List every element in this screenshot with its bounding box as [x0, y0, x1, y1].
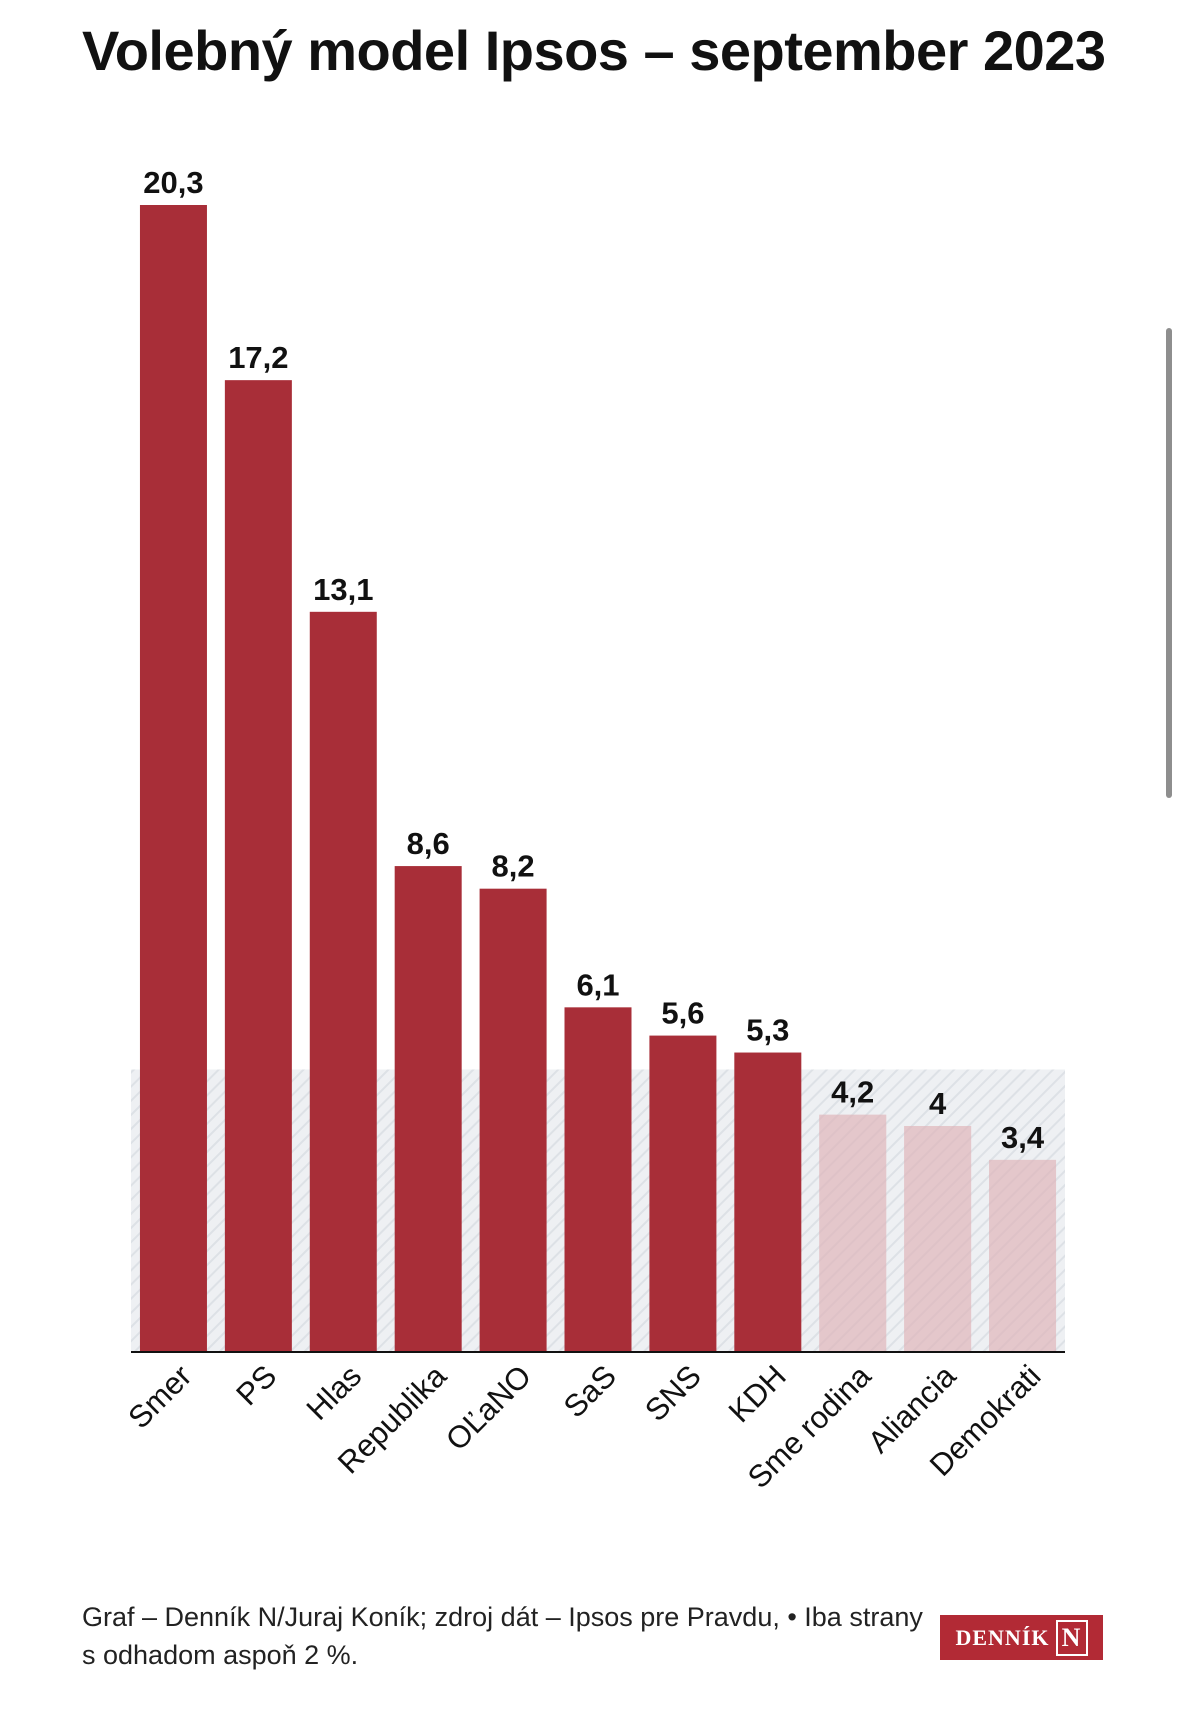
bar-hatch [989, 1159, 1057, 1352]
bar-chart: 20,3 17,2 13,1 8,6 8,2 6,1 5,6 5,3 4,2 4 3,4 Smer P… [121, 165, 1065, 1495]
bar-oľano [479, 888, 547, 1352]
bar-smer [139, 205, 207, 1352]
value-label: 3,4 [1001, 1120, 1045, 1155]
bar-hlas [309, 611, 377, 1352]
category-tick-label: SaS [557, 1358, 623, 1424]
value-label: 8,2 [492, 849, 535, 884]
logo-text: DENNÍK [955, 1624, 1050, 1650]
value-label: 4 [929, 1086, 947, 1121]
category-tick-label: KDH [722, 1358, 793, 1429]
source-note: Graf – Denník N/Juraj Koník; zdroj dát –… [82, 1602, 923, 1670]
bar-sns [649, 1035, 717, 1352]
bar-republika [394, 866, 462, 1352]
category-tick-label: Hlas [300, 1358, 369, 1427]
bar-hatch [904, 1125, 972, 1352]
category-tick-label: OĽaNO [439, 1358, 538, 1457]
value-label: 6,1 [576, 967, 619, 1002]
bar-sas [564, 1007, 632, 1352]
value-label: 13,1 [313, 572, 373, 607]
value-label: 8,6 [407, 826, 450, 861]
category-tick-label: Smer [121, 1358, 198, 1435]
bar-kdh [734, 1052, 802, 1352]
value-label: 4,2 [831, 1075, 874, 1110]
logo-n-mark: N [1055, 1619, 1088, 1656]
dennik-n-logo: DENNÍK N [940, 1615, 1103, 1660]
value-label: 5,6 [661, 996, 704, 1031]
value-label: 20,3 [143, 165, 203, 200]
chart-title: Volebný model Ipsos – september 2023 [82, 19, 1106, 82]
scrollbar[interactable] [1166, 328, 1172, 798]
bar-hatch [819, 1114, 887, 1352]
category-tick-label: PS [229, 1358, 283, 1412]
category-tick-label: SNS [638, 1358, 708, 1428]
bar-ps [224, 380, 292, 1353]
value-label: 17,2 [228, 340, 288, 375]
value-label: 5,3 [746, 1013, 789, 1048]
